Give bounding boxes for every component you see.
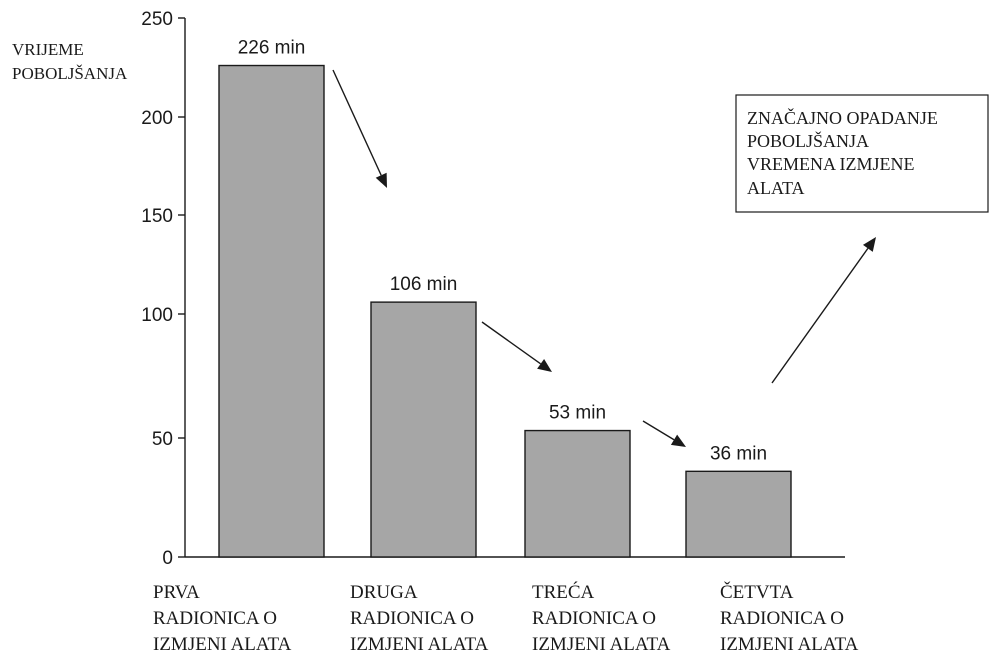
trend-arrowhead: [862, 237, 876, 252]
data-label: 53 min: [549, 403, 606, 424]
category-label: RADIONICA O: [153, 608, 277, 629]
y-tick-layer: 0 50 100 150 200 250: [141, 9, 185, 569]
category-label: DRUGA: [350, 582, 418, 603]
annotation-frame: [735, 94, 989, 213]
y-tick-label: 150: [141, 206, 173, 227]
trend-arrow: [481, 321, 542, 365]
annotation-box: ZNAČAJNO OPADANJE POBOLJŠANJA VREMENA IZ…: [735, 94, 989, 213]
y-tick-label: 200: [141, 108, 173, 129]
data-label: 106 min: [390, 274, 458, 295]
data-label-layer: 226 min 106 min 53 min 36 min: [238, 38, 767, 465]
annotation-line: ALATA: [747, 178, 805, 198]
y-tick-label: 50: [152, 429, 173, 450]
category-label: IZMJENI ALATA: [350, 634, 489, 655]
trend-arrow: [332, 69, 382, 176]
annotation-line: VREMENA IZMJENE: [747, 154, 915, 174]
y-axis-label: VRIJEME POBOLJŠANJA: [12, 40, 128, 83]
y-axis-label-line: VRIJEME: [12, 40, 84, 59]
y-tick-label: 250: [141, 9, 173, 30]
category-label: PRVA: [153, 582, 200, 603]
trend-arrowhead: [375, 172, 387, 188]
category-label: TREĆA: [532, 581, 595, 603]
trend-arrow: [771, 247, 869, 384]
trend-arrowhead: [670, 434, 686, 447]
trend-arrow: [642, 420, 675, 441]
bar-layer: [218, 64, 792, 558]
data-label: 36 min: [710, 443, 767, 464]
category-label: RADIONICA O: [532, 608, 656, 629]
category-label: RADIONICA O: [350, 608, 474, 629]
y-tick-label: 100: [141, 305, 173, 326]
trend-arrowhead: [537, 358, 552, 372]
y-axis-label-line: POBOLJŠANJA: [12, 64, 128, 83]
data-label: 226 min: [238, 38, 306, 59]
bar: [370, 301, 477, 558]
annotation-line: POBOLJŠANJA: [747, 130, 869, 151]
category-label: IZMJENI ALATA: [532, 634, 671, 655]
category-label: RADIONICA O: [720, 608, 844, 629]
bar: [218, 64, 325, 558]
category-label: IZMJENI ALATA: [153, 634, 292, 655]
category-label: IZMJENI ALATA: [720, 634, 859, 655]
category-label: ČETVTA: [720, 581, 794, 603]
annotation-line: ZNAČAJNO OPADANJE: [747, 107, 938, 128]
bar: [524, 429, 631, 558]
y-tick-label: 0: [162, 548, 173, 569]
category-label-layer: PRVA RADIONICA O IZMJENI ALATA DRUGA RADIONI…: [153, 581, 859, 655]
arrow-layer: [332, 69, 876, 447]
bar: [685, 470, 792, 558]
